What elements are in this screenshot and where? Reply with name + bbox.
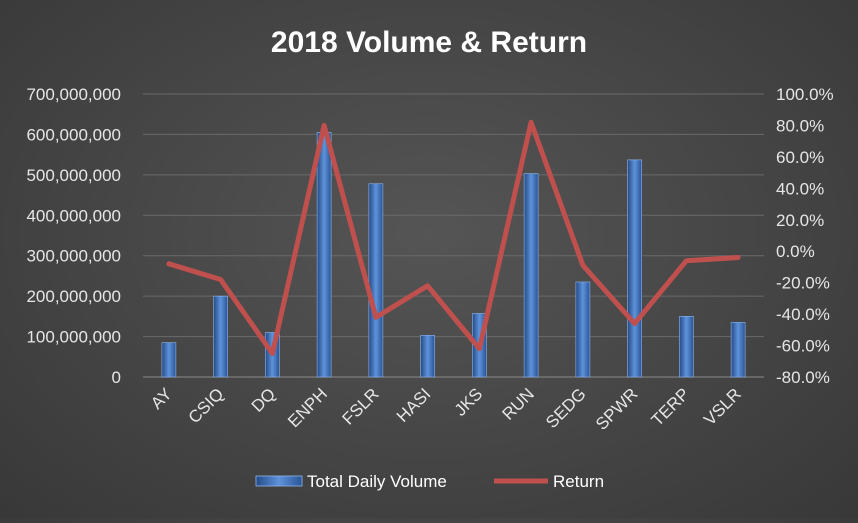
right-tick-label: 40.0%: [776, 179, 824, 198]
chart-title: 2018 Volume & Return: [271, 26, 587, 59]
left-tick-label: 100,000,000: [26, 328, 121, 347]
legend-label-total-daily-volume: Total Daily Volume: [307, 472, 447, 491]
return-line: [166, 119, 741, 356]
right-tick-label: 0.0%: [776, 242, 815, 261]
x-tick-label: SPWR: [592, 384, 641, 433]
x-tick-label: VSLR: [700, 384, 745, 429]
left-tick-label: 200,000,000: [26, 287, 121, 306]
right-y-axis: 100.0% 80.0% 60.0% 40.0% 20.0% 0.0% -20.0% -40.…: [776, 85, 834, 387]
x-tick-label: HASI: [393, 384, 434, 425]
legend: Total Daily Volume Return: [255, 472, 604, 491]
volume-bar: [730, 322, 746, 378]
volume-bar: [316, 132, 332, 378]
right-tick-label: -40.0%: [776, 305, 830, 324]
volume-bars: [161, 132, 746, 378]
volume-bar: [161, 342, 177, 378]
left-tick-label: 700,000,000: [26, 85, 121, 104]
x-tick-label: RUN: [498, 384, 537, 423]
right-tick-label: -80.0%: [776, 368, 830, 387]
x-tick-label: AY: [147, 384, 176, 413]
x-tick-label: FSLR: [339, 384, 383, 428]
left-tick-label: 400,000,000: [26, 206, 121, 225]
volume-bar: [420, 335, 435, 378]
x-tick-label: TERP: [648, 384, 693, 429]
left-tick-label: 600,000,000: [26, 125, 121, 144]
legend-label-return: Return: [553, 472, 604, 491]
right-tick-label: 80.0%: [776, 116, 824, 135]
x-tick-label: JKS: [451, 384, 486, 419]
left-y-axis: 700,000,000 600,000,000 500,000,000 400,000…: [26, 85, 121, 387]
left-tick-label: 300,000,000: [26, 247, 121, 266]
return-series-line: [166, 119, 741, 356]
volume-bar: [627, 159, 642, 378]
left-tick-label: 500,000,000: [26, 166, 121, 185]
right-tick-label: 20.0%: [776, 211, 824, 230]
volume-bar: [213, 295, 228, 378]
left-tick-label: 0: [112, 368, 121, 387]
x-tick-label: SEDG: [542, 384, 590, 432]
gridlines: [143, 93, 764, 378]
right-tick-label: -20.0%: [776, 274, 830, 293]
x-tick-label: CSIQ: [185, 384, 228, 427]
x-axis: AY CSIQ DQ ENPH FSLR HASI JKS RUN SEDG SPWR TERP VS…: [147, 384, 745, 433]
right-tick-label: 60.0%: [776, 148, 824, 167]
volume-bar: [523, 173, 539, 378]
legend-swatch-total-daily-volume: [255, 475, 303, 487]
x-tick-label: DQ: [248, 384, 279, 415]
volume-bar: [679, 316, 694, 378]
x-tick-label: ENPH: [284, 384, 331, 431]
right-tick-label: -60.0%: [776, 337, 830, 356]
volume-bar: [368, 183, 384, 378]
right-tick-label: 100.0%: [776, 85, 834, 104]
volume-bar: [575, 281, 591, 378]
